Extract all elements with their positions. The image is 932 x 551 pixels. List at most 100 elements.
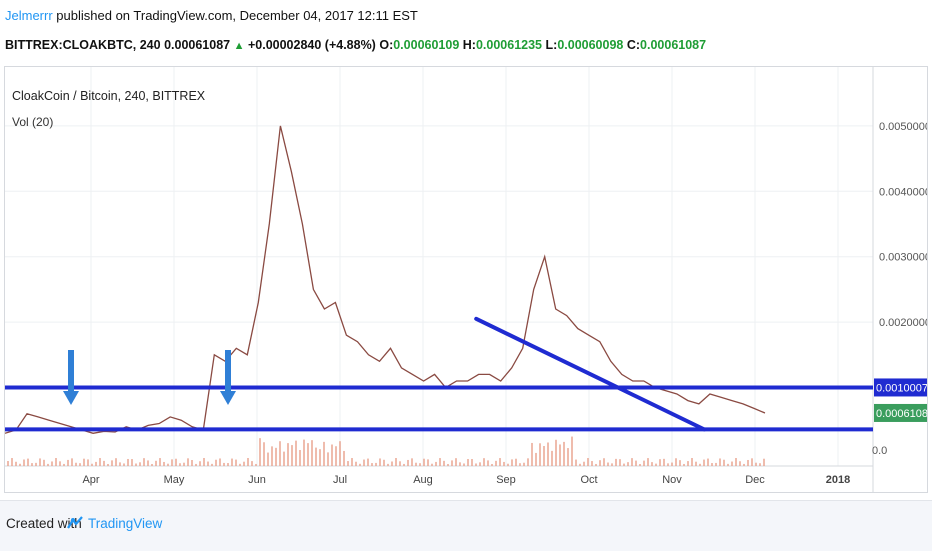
close-label: C: <box>626 38 641 52</box>
volume-bar <box>379 458 381 466</box>
volume-bar <box>759 463 761 466</box>
volume-bar <box>31 463 33 466</box>
volume-bar <box>251 461 253 466</box>
volume-bar <box>375 462 377 466</box>
volume-bar <box>383 459 385 466</box>
volume-bar <box>431 463 433 466</box>
close-value: 0.00061087 <box>640 38 707 52</box>
volume-bar <box>227 463 229 466</box>
volume-bar <box>515 458 517 466</box>
volume-bar <box>631 458 633 466</box>
volume-bars <box>7 436 765 466</box>
volume-bar <box>19 463 21 466</box>
footer-bar: Created with TradingView <box>0 500 932 551</box>
volume-bar <box>35 462 37 466</box>
trendline[interactable] <box>474 316 707 432</box>
volume-bar <box>147 460 149 466</box>
volume-bar <box>539 443 541 466</box>
tradingview-brand-link[interactable]: TradingView <box>88 516 163 531</box>
volume-bar <box>195 463 197 466</box>
volume-bar <box>39 458 41 466</box>
horizontal-grid <box>5 125 873 389</box>
published-info: published on TradingView.com, December 0… <box>56 8 418 23</box>
up-arrow-icon: ▲ <box>233 40 245 52</box>
x-tick-label: Dec <box>745 474 765 486</box>
volume-bar <box>523 462 525 466</box>
volume-bar <box>615 458 617 466</box>
volume-bar <box>207 461 209 466</box>
volume-bar <box>187 458 189 466</box>
volume-bar <box>223 462 225 466</box>
volume-bar <box>339 441 341 466</box>
volume-bar <box>271 446 273 466</box>
volume-bar <box>735 458 737 466</box>
volume-bar <box>635 460 637 466</box>
volume-bar <box>203 458 205 466</box>
volume-bar <box>619 459 621 466</box>
x-tick-label: Jul <box>333 474 347 486</box>
volume-bar <box>483 458 485 466</box>
volume-bar <box>663 458 665 466</box>
high-value: 0.00061235 <box>475 38 543 52</box>
volume-bar <box>591 461 593 466</box>
volume-bar <box>743 463 745 466</box>
volume-bar <box>623 463 625 466</box>
volume-bar <box>751 458 753 466</box>
volume-bar <box>139 462 141 466</box>
volume-bar <box>583 461 585 466</box>
volume-bar <box>679 460 681 466</box>
volume-bar <box>239 463 241 466</box>
volume-bar <box>579 463 581 466</box>
author-link[interactable]: Jelmerrr <box>5 8 53 23</box>
volume-bar <box>391 461 393 466</box>
volume-bar <box>495 460 497 466</box>
volume-bar <box>667 463 669 466</box>
volume-bar <box>279 441 281 466</box>
volume-bar <box>231 458 233 466</box>
volume-bar <box>443 460 445 466</box>
volume-bar <box>255 463 257 466</box>
low-value: 0.00060098 <box>557 38 624 52</box>
volume-indicator-label[interactable]: Vol (20) <box>12 115 53 129</box>
volume-bar <box>543 446 545 466</box>
volume-bar <box>419 463 421 466</box>
volume-bar <box>599 460 601 466</box>
open-value: 0.00060109 <box>393 38 460 52</box>
volume-bar <box>267 452 269 466</box>
volume-bar <box>335 446 337 466</box>
volume-bar <box>79 463 81 466</box>
x-tick-label: Nov <box>662 474 682 486</box>
volume-bar <box>23 459 25 466</box>
price-chart[interactable]: 0.00500000 0.00400000 0.00300000 0.00200000… <box>4 67 932 492</box>
x-tick-label: Aug <box>413 474 433 486</box>
volume-bar <box>127 458 129 466</box>
volume-bar <box>691 458 693 466</box>
chart-panel[interactable]: 0.00500000 0.00400000 0.00300000 0.00200000… <box>4 66 932 493</box>
volume-bar <box>179 463 181 466</box>
vertical-grid <box>90 67 839 466</box>
volume-bar <box>467 459 469 466</box>
x-tick-label: 2018 <box>826 474 850 486</box>
volume-bar <box>307 443 309 466</box>
volume-bar <box>491 463 493 466</box>
volume-bar <box>47 463 49 466</box>
volume-bar <box>87 459 89 466</box>
volume-bar <box>275 447 277 466</box>
volume-bar <box>355 461 357 466</box>
volume-bar <box>607 462 609 466</box>
horizontal-levels[interactable] <box>5 385 873 432</box>
volume-bar <box>107 463 109 466</box>
volume-bar <box>171 459 173 466</box>
volume-bar <box>611 463 613 466</box>
volume-bar <box>15 461 17 466</box>
volume-bar <box>43 459 45 466</box>
volume-bar <box>7 461 9 466</box>
volume-bar <box>167 463 169 466</box>
volume-bar <box>219 458 221 466</box>
volume-bar <box>535 452 537 466</box>
price-tag-label: 0.00100071 <box>876 382 927 394</box>
x-tick-label: Apr <box>82 474 99 486</box>
tradingview-logo-icon <box>66 514 84 537</box>
price-change: +0.00002840 (+4.88%) <box>247 38 376 52</box>
volume-bar <box>687 461 689 466</box>
